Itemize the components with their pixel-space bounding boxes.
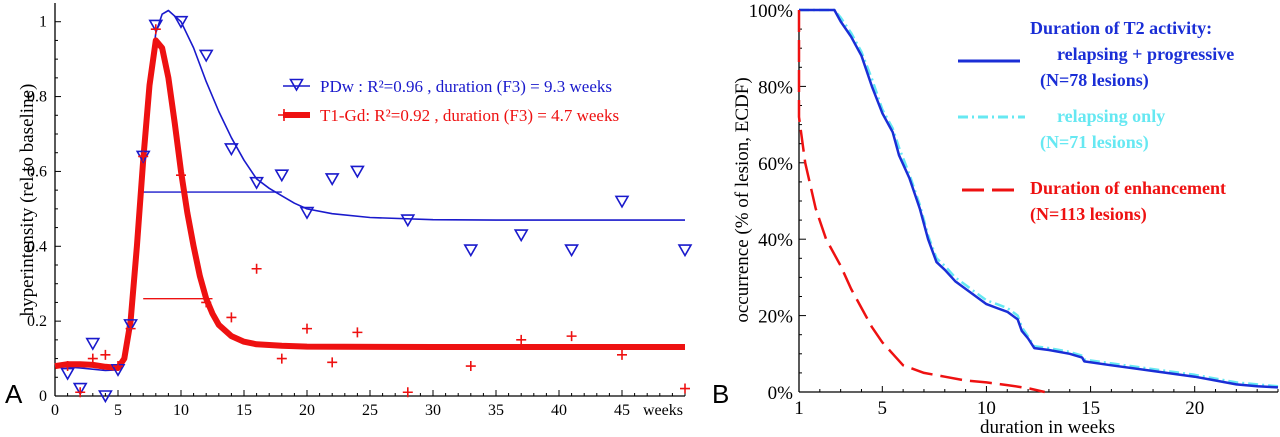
panel-a-point-t1gd <box>276 353 287 364</box>
panel-a-point-t1gd <box>327 357 338 368</box>
panel-a-x-tick-label: 45 <box>614 402 630 419</box>
panel-a-point-pdw <box>274 169 290 183</box>
panel-a-point-t1gd <box>150 24 161 35</box>
panel-a-point-pdw <box>72 382 88 396</box>
panel-a-x-tick-label: 25 <box>362 402 378 419</box>
panel-b-y-tick-label: 40% <box>758 230 793 251</box>
panel-a-point-t1gd <box>402 387 413 398</box>
legend-b-title: Duration of T2 activity: <box>1030 18 1212 38</box>
legend-pdw-text: PDw : R²=0.96 , duration (F3) = 9.3 week… <box>320 77 612 96</box>
legend-b-enhancement-text: Duration of enhancement <box>1030 178 1226 198</box>
panel-a-point-t1gd <box>100 349 111 360</box>
legend-b-relapsing-progressive-n: (N=78 lesions) <box>1040 70 1149 91</box>
panel-b-y-tick-label: 100% <box>749 1 794 22</box>
panel-b-y-tick-label: 20% <box>758 307 793 328</box>
panel-b-x-tick-label: 10 <box>977 398 996 419</box>
panel-b-label: B <box>712 379 729 409</box>
panel-a-point-pdw <box>148 19 164 33</box>
panel-a-point-t1gd <box>176 170 186 181</box>
panel-a-y-tick-label: 0 <box>39 388 47 405</box>
panel-a-axes: 0 5 10 15 20 25 30 35 40 45 0 0.2 0.4 0.6 0.8 1 <box>27 3 686 419</box>
panel-a-y-tick-label: 0.6 <box>27 163 47 180</box>
panel-a-point-t1gd <box>302 323 312 334</box>
panel-a-y-tick-label: 0.4 <box>27 238 47 255</box>
panel-a-point-t1gd <box>566 331 577 342</box>
panel-a-point-pdw <box>198 49 214 63</box>
panel-a-x-tick-label: 20 <box>299 402 315 419</box>
panel-a-point-t1gd <box>201 297 212 308</box>
panel-a-point-t1gd <box>226 312 237 323</box>
panel-a-point-pdw <box>98 390 113 404</box>
panel-a-point-t1gd <box>680 383 690 394</box>
panel-a-point-pdw <box>350 165 365 179</box>
panel-a-point-t1gd <box>251 263 262 274</box>
legend-b-relapsing-only-text: relapsing only <box>1057 106 1165 126</box>
panel-a-point-pdw <box>513 229 529 243</box>
panel-b: B occurrence (% of lesion, ECDF) duratio… <box>712 1 1279 437</box>
panel-a-data-points <box>60 15 693 404</box>
panel-a-fit-curves <box>54 9 685 372</box>
legend-t1gd-marker <box>278 109 290 121</box>
panel-a-x-tick-label: 5 <box>114 402 122 419</box>
panel-b-legend: Duration of T2 activity: relapsing + pro… <box>958 18 1234 225</box>
panel-b-x-tick-label: 20 <box>1185 398 1204 419</box>
panel-a-point-t1gd <box>617 349 627 360</box>
panel-a-x-axis-label: weeks <box>643 402 683 419</box>
panel-a-point-t1gd <box>62 361 73 372</box>
panel-a-point-t1gd <box>516 334 527 345</box>
panel-a-x-tick-label: 35 <box>488 402 504 419</box>
panel-a-label: A <box>5 379 23 409</box>
panel-a-point-t1gd <box>125 323 136 334</box>
panel-a-x-tick-label: 10 <box>173 402 189 419</box>
panel-a-point-pdw <box>224 143 239 157</box>
panel-a-point-pdw <box>400 214 416 228</box>
panel-a-point-t1gd <box>113 361 123 372</box>
panel-a-point-t1gd <box>138 151 149 162</box>
panel-a-point-pdw <box>463 244 479 258</box>
panel-b-y-axis-label: occurrence (% of lesion, ECDF) <box>732 77 753 322</box>
panel-a-point-t1gd <box>465 361 476 372</box>
panel-a-x-tick-label: 40 <box>551 402 567 419</box>
panel-b-curve-relapsing-only <box>799 8 1279 388</box>
panel-a-point-pdw <box>564 244 579 258</box>
panel-b-y-tick-label: 80% <box>758 77 793 98</box>
panel-b-curve-relapsing-progressive <box>799 8 1279 389</box>
legend-b-enhancement-n: (N=113 lesions) <box>1030 204 1147 225</box>
panel-a-legend: PDw : R²=0.96 , duration (F3) = 9.3 week… <box>278 77 619 125</box>
panel-a: A hyperintensity (rel.to baseline) weeks… <box>5 3 693 419</box>
panel-b-x-axis-label: duration in weeks <box>980 417 1115 437</box>
panel-b-x-tick-label: 5 <box>878 398 888 419</box>
panel-b-y-tick-label: 0% <box>768 383 794 404</box>
panel-a-x-tick-label: 0 <box>51 402 59 419</box>
panel-a-x-tick-label: 30 <box>425 402 441 419</box>
panel-a-fit-curve-t1gd <box>54 37 685 371</box>
panel-a-point-pdw <box>299 206 315 220</box>
legend-b-relapsing-only-n: (N=71 lesions) <box>1040 132 1149 153</box>
legend-pdw-marker <box>289 78 304 92</box>
panel-a-y-tick-label: 0.2 <box>27 313 47 330</box>
panel-a-point-t1gd <box>352 327 363 338</box>
panel-b-x-tick-label: 15 <box>1081 398 1100 419</box>
panel-a-point-t1gd <box>87 353 98 364</box>
panel-a-y-axis-label: hyperintensity (rel.to baseline) <box>17 84 38 317</box>
panel-a-y-tick-label: 0.8 <box>27 89 47 106</box>
panel-a-point-pdw <box>249 176 264 190</box>
legend-b-relapsing-progressive-text: relapsing + progressive <box>1057 44 1234 64</box>
panel-a-point-pdw <box>614 195 630 209</box>
panel-a-point-pdw <box>324 173 340 187</box>
panel-a-y-tick-label: 1 <box>39 14 47 31</box>
panel-a-point-pdw <box>173 15 189 29</box>
panel-a-point-pdw <box>123 319 138 332</box>
panel-a-point-t1gd <box>75 387 86 398</box>
panel-a-x-tick-label: 15 <box>236 402 252 419</box>
panel-b-curve-enhancement <box>797 10 1045 394</box>
panel-b-ecdf-curves <box>797 8 1279 394</box>
panel-a-point-pdw <box>85 337 101 351</box>
legend-t1gd-text: T1-Gd: R²=0.92 , duration (F3) = 4.7 wee… <box>320 106 619 125</box>
panel-b-y-tick-label: 60% <box>758 154 793 175</box>
panel-b-x-tick-label: 1 <box>794 398 804 419</box>
panel-a-point-pdw <box>677 244 693 258</box>
